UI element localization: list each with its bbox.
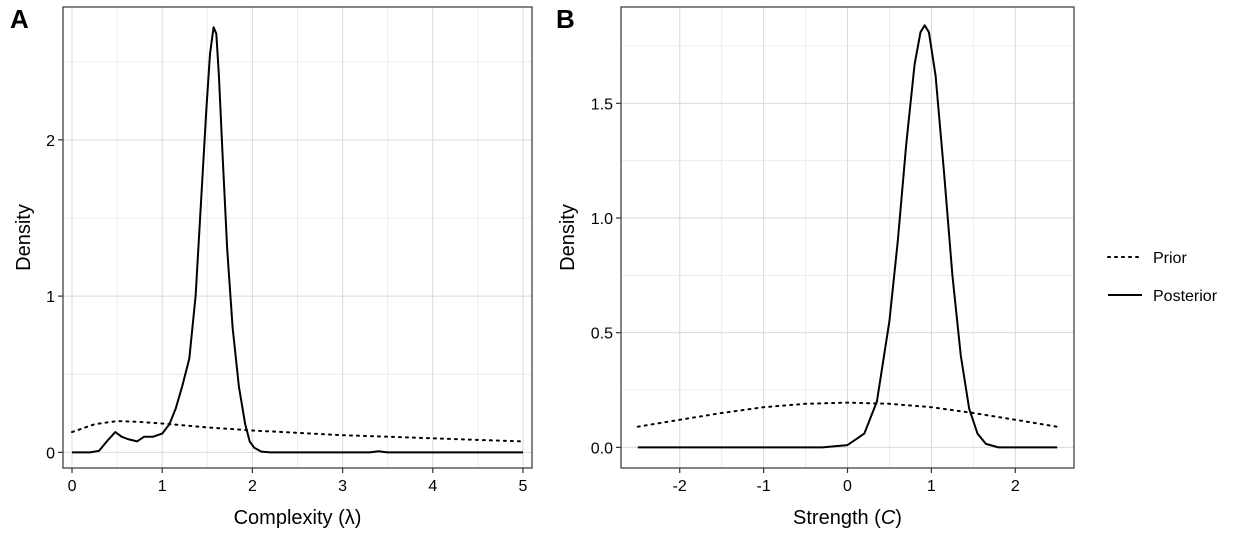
series-prior-a — [71, 420, 524, 443]
grid-a — [63, 7, 532, 468]
legend: Prior Posterior — [1107, 250, 1218, 305]
legend-label-posterior: Posterior — [1153, 288, 1218, 305]
y-tick-label: 1 — [46, 289, 55, 306]
x-axis-title-b: Strength (C) — [793, 507, 902, 529]
y-tick-label: 2 — [46, 133, 55, 150]
legend-label-prior: Prior — [1153, 250, 1187, 267]
series-prior-b — [636, 401, 1059, 428]
y-axis-title-a: Density — [13, 204, 35, 271]
panel-b: -2 -1 0 1 2 0.0 0.5 1.0 1.5 Strength (C) Density B — [556, 4, 1075, 529]
panel-label-b: B — [556, 4, 575, 34]
x-tick-label: -2 — [673, 478, 687, 495]
y-tick-label: 1.5 — [591, 96, 613, 113]
series-group-b — [636, 24, 1059, 449]
y-tick-label: 0.5 — [591, 326, 613, 343]
x-tick-label: 0 — [843, 478, 852, 495]
x-axis-title-a: Complexity (λ) — [234, 507, 362, 529]
panel-label-a: A — [10, 4, 29, 34]
y-tick-label: 0.0 — [591, 440, 613, 457]
panel-a: 0 1 2 3 4 5 0 1 2 Complexity (λ) Density A — [10, 4, 533, 529]
grid-b — [621, 7, 1074, 468]
y-tick-label: 0 — [46, 445, 55, 462]
series-posterior-b — [637, 24, 1058, 449]
y-axis-title-b: Density — [557, 204, 579, 271]
series-posterior-a — [72, 26, 523, 454]
x-tick-label: 2 — [248, 478, 257, 495]
x-tick-label: 1 — [158, 478, 167, 495]
x-tick-label: 0 — [68, 478, 77, 495]
series-group-a — [71, 26, 524, 454]
y-tick-label: 1.0 — [591, 211, 613, 228]
x-tick-label: 2 — [1011, 478, 1020, 495]
x-tick-label: 5 — [519, 478, 528, 495]
x-tick-label: 3 — [338, 478, 347, 495]
x-tick-label: 1 — [927, 478, 936, 495]
panel-border-a — [62, 6, 533, 469]
x-tick-label: -1 — [756, 478, 770, 495]
x-tick-label: 4 — [428, 478, 437, 495]
